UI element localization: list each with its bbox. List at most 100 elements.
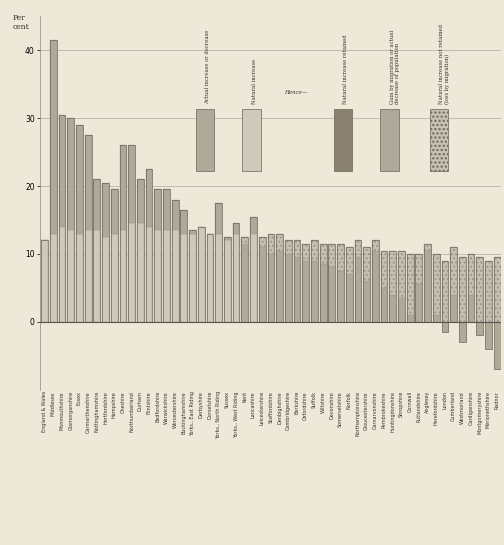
Bar xyxy=(302,244,309,261)
Bar xyxy=(363,247,370,322)
Bar xyxy=(85,135,92,230)
Bar xyxy=(442,261,449,322)
Bar xyxy=(233,223,239,322)
Bar xyxy=(442,261,449,322)
Bar xyxy=(450,295,457,322)
Bar xyxy=(381,109,399,171)
Bar xyxy=(450,247,457,322)
Bar xyxy=(276,251,283,322)
Bar xyxy=(250,216,257,234)
Bar xyxy=(381,251,388,322)
Bar xyxy=(494,257,500,322)
Bar xyxy=(241,244,248,322)
Bar xyxy=(354,257,361,322)
Bar xyxy=(415,254,422,284)
Bar xyxy=(407,315,413,322)
Bar xyxy=(163,190,170,322)
Bar xyxy=(485,261,492,322)
Bar xyxy=(137,223,144,322)
Bar xyxy=(189,230,196,234)
Bar xyxy=(450,247,457,295)
Text: Natural increase: Natural increase xyxy=(251,59,257,104)
Bar xyxy=(50,234,57,322)
Bar xyxy=(102,183,109,237)
Bar xyxy=(76,125,83,322)
Bar xyxy=(58,115,66,227)
Bar xyxy=(215,234,222,322)
Text: Natural increase not retained
(loss by migration): Natural increase not retained (loss by m… xyxy=(439,24,450,104)
Bar xyxy=(241,237,248,322)
Bar xyxy=(430,109,448,171)
Bar xyxy=(268,234,274,254)
Bar xyxy=(415,254,422,322)
Bar xyxy=(76,125,83,234)
Bar xyxy=(111,234,117,322)
Bar xyxy=(41,240,48,322)
Bar xyxy=(85,135,92,322)
Bar xyxy=(372,240,379,251)
Bar xyxy=(363,247,370,281)
Bar xyxy=(268,234,274,322)
Bar xyxy=(119,146,127,322)
Bar xyxy=(424,244,431,251)
Bar xyxy=(137,179,144,223)
Bar xyxy=(154,190,161,230)
Bar xyxy=(407,254,413,322)
Bar xyxy=(129,146,135,322)
Bar xyxy=(111,190,117,234)
Bar xyxy=(389,251,396,322)
Bar xyxy=(285,240,292,322)
Bar xyxy=(494,257,500,322)
Bar xyxy=(207,234,213,322)
Bar xyxy=(198,227,205,322)
Bar xyxy=(242,109,261,171)
Bar xyxy=(346,274,353,322)
Text: Gain by migration or actual
decrease of population: Gain by migration or actual decrease of … xyxy=(390,30,400,104)
Bar xyxy=(468,295,474,322)
Bar xyxy=(337,244,344,271)
Bar xyxy=(93,179,100,322)
Bar xyxy=(320,264,327,322)
Bar xyxy=(224,240,231,322)
Bar xyxy=(119,146,127,230)
Bar xyxy=(424,251,431,322)
Bar xyxy=(311,261,318,322)
Bar xyxy=(372,251,379,322)
Bar xyxy=(302,244,309,322)
Bar xyxy=(302,261,309,322)
Bar xyxy=(407,254,413,315)
Bar xyxy=(468,254,474,295)
Bar xyxy=(198,227,205,322)
Bar xyxy=(259,247,266,322)
Bar xyxy=(476,322,483,335)
Bar xyxy=(233,234,239,322)
Bar xyxy=(415,284,422,322)
Bar xyxy=(85,230,92,322)
Bar xyxy=(459,257,466,322)
Bar xyxy=(294,257,300,322)
Bar xyxy=(346,247,353,322)
Bar xyxy=(363,281,370,322)
Bar xyxy=(259,237,266,322)
Bar xyxy=(163,230,170,322)
Bar xyxy=(311,240,318,261)
Bar xyxy=(442,322,449,332)
Bar xyxy=(129,223,135,322)
Bar xyxy=(268,254,274,322)
Bar xyxy=(334,109,352,171)
Bar xyxy=(329,268,335,322)
Text: Hence—: Hence— xyxy=(284,90,307,95)
Bar xyxy=(329,244,335,268)
Bar xyxy=(93,230,100,322)
Bar xyxy=(154,230,161,322)
Bar xyxy=(224,237,231,240)
Bar xyxy=(250,216,257,322)
Bar xyxy=(459,257,466,322)
Bar xyxy=(476,257,483,322)
Bar xyxy=(354,240,361,322)
Bar xyxy=(196,109,214,171)
Bar xyxy=(494,322,500,370)
Bar xyxy=(111,190,117,322)
Bar xyxy=(172,199,178,322)
Bar xyxy=(381,288,388,322)
